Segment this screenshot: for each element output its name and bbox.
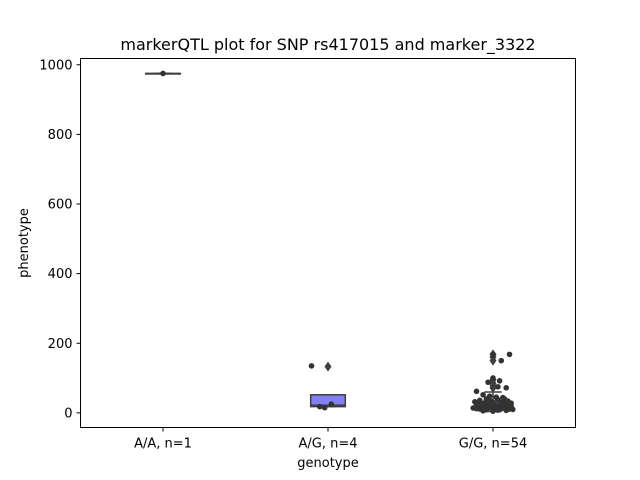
x-axis: A/A, n=1 A/G, n=4 G/G, n=54 [134,427,527,452]
data-point [475,402,481,409]
data-point [496,404,503,411]
strip-group [308,363,335,411]
plot-area [144,70,516,414]
y-tick-label: 0 [64,406,72,421]
strip-group [470,351,516,414]
data-point [501,396,508,402]
data-point [496,378,503,384]
y-tick-label: 400 [48,267,73,282]
data-point [160,70,166,77]
x-tick-label: A/G, n=4 [298,437,357,452]
chart-title: markerQTL plot for SNP rs417015 and mark… [120,35,535,55]
x-tick-label: A/A, n=1 [134,437,192,452]
x-axis-label: genotype [297,456,358,471]
data-point [498,357,505,364]
plot-frame [80,58,576,428]
data-point [328,401,335,407]
strip-group [160,70,166,77]
y-tick-label: 200 [48,337,73,352]
y-tick-label: 800 [48,128,73,143]
data-point [490,351,496,358]
data-point [480,391,486,398]
data-point [490,375,496,381]
data-point [316,403,323,410]
data-point [473,388,480,395]
data-point [308,363,315,369]
data-point [485,379,491,386]
data-point [490,408,496,414]
data-point [321,404,328,411]
data-point [495,383,501,390]
x-tick-label: G/G, n=54 [459,437,527,452]
y-tick-label: 1000 [39,58,72,73]
outlier-marker [324,361,332,372]
data-point [481,405,488,411]
data-point [503,385,510,391]
y-tick-label: 600 [48,198,73,213]
box-group [309,361,347,408]
data-point [508,403,514,410]
y-axis: 0 200 400 600 800 1000 [39,58,81,421]
box [309,394,347,408]
y-axis-label: phenotype [17,208,32,278]
data-point [490,400,496,407]
data-point [506,351,513,358]
